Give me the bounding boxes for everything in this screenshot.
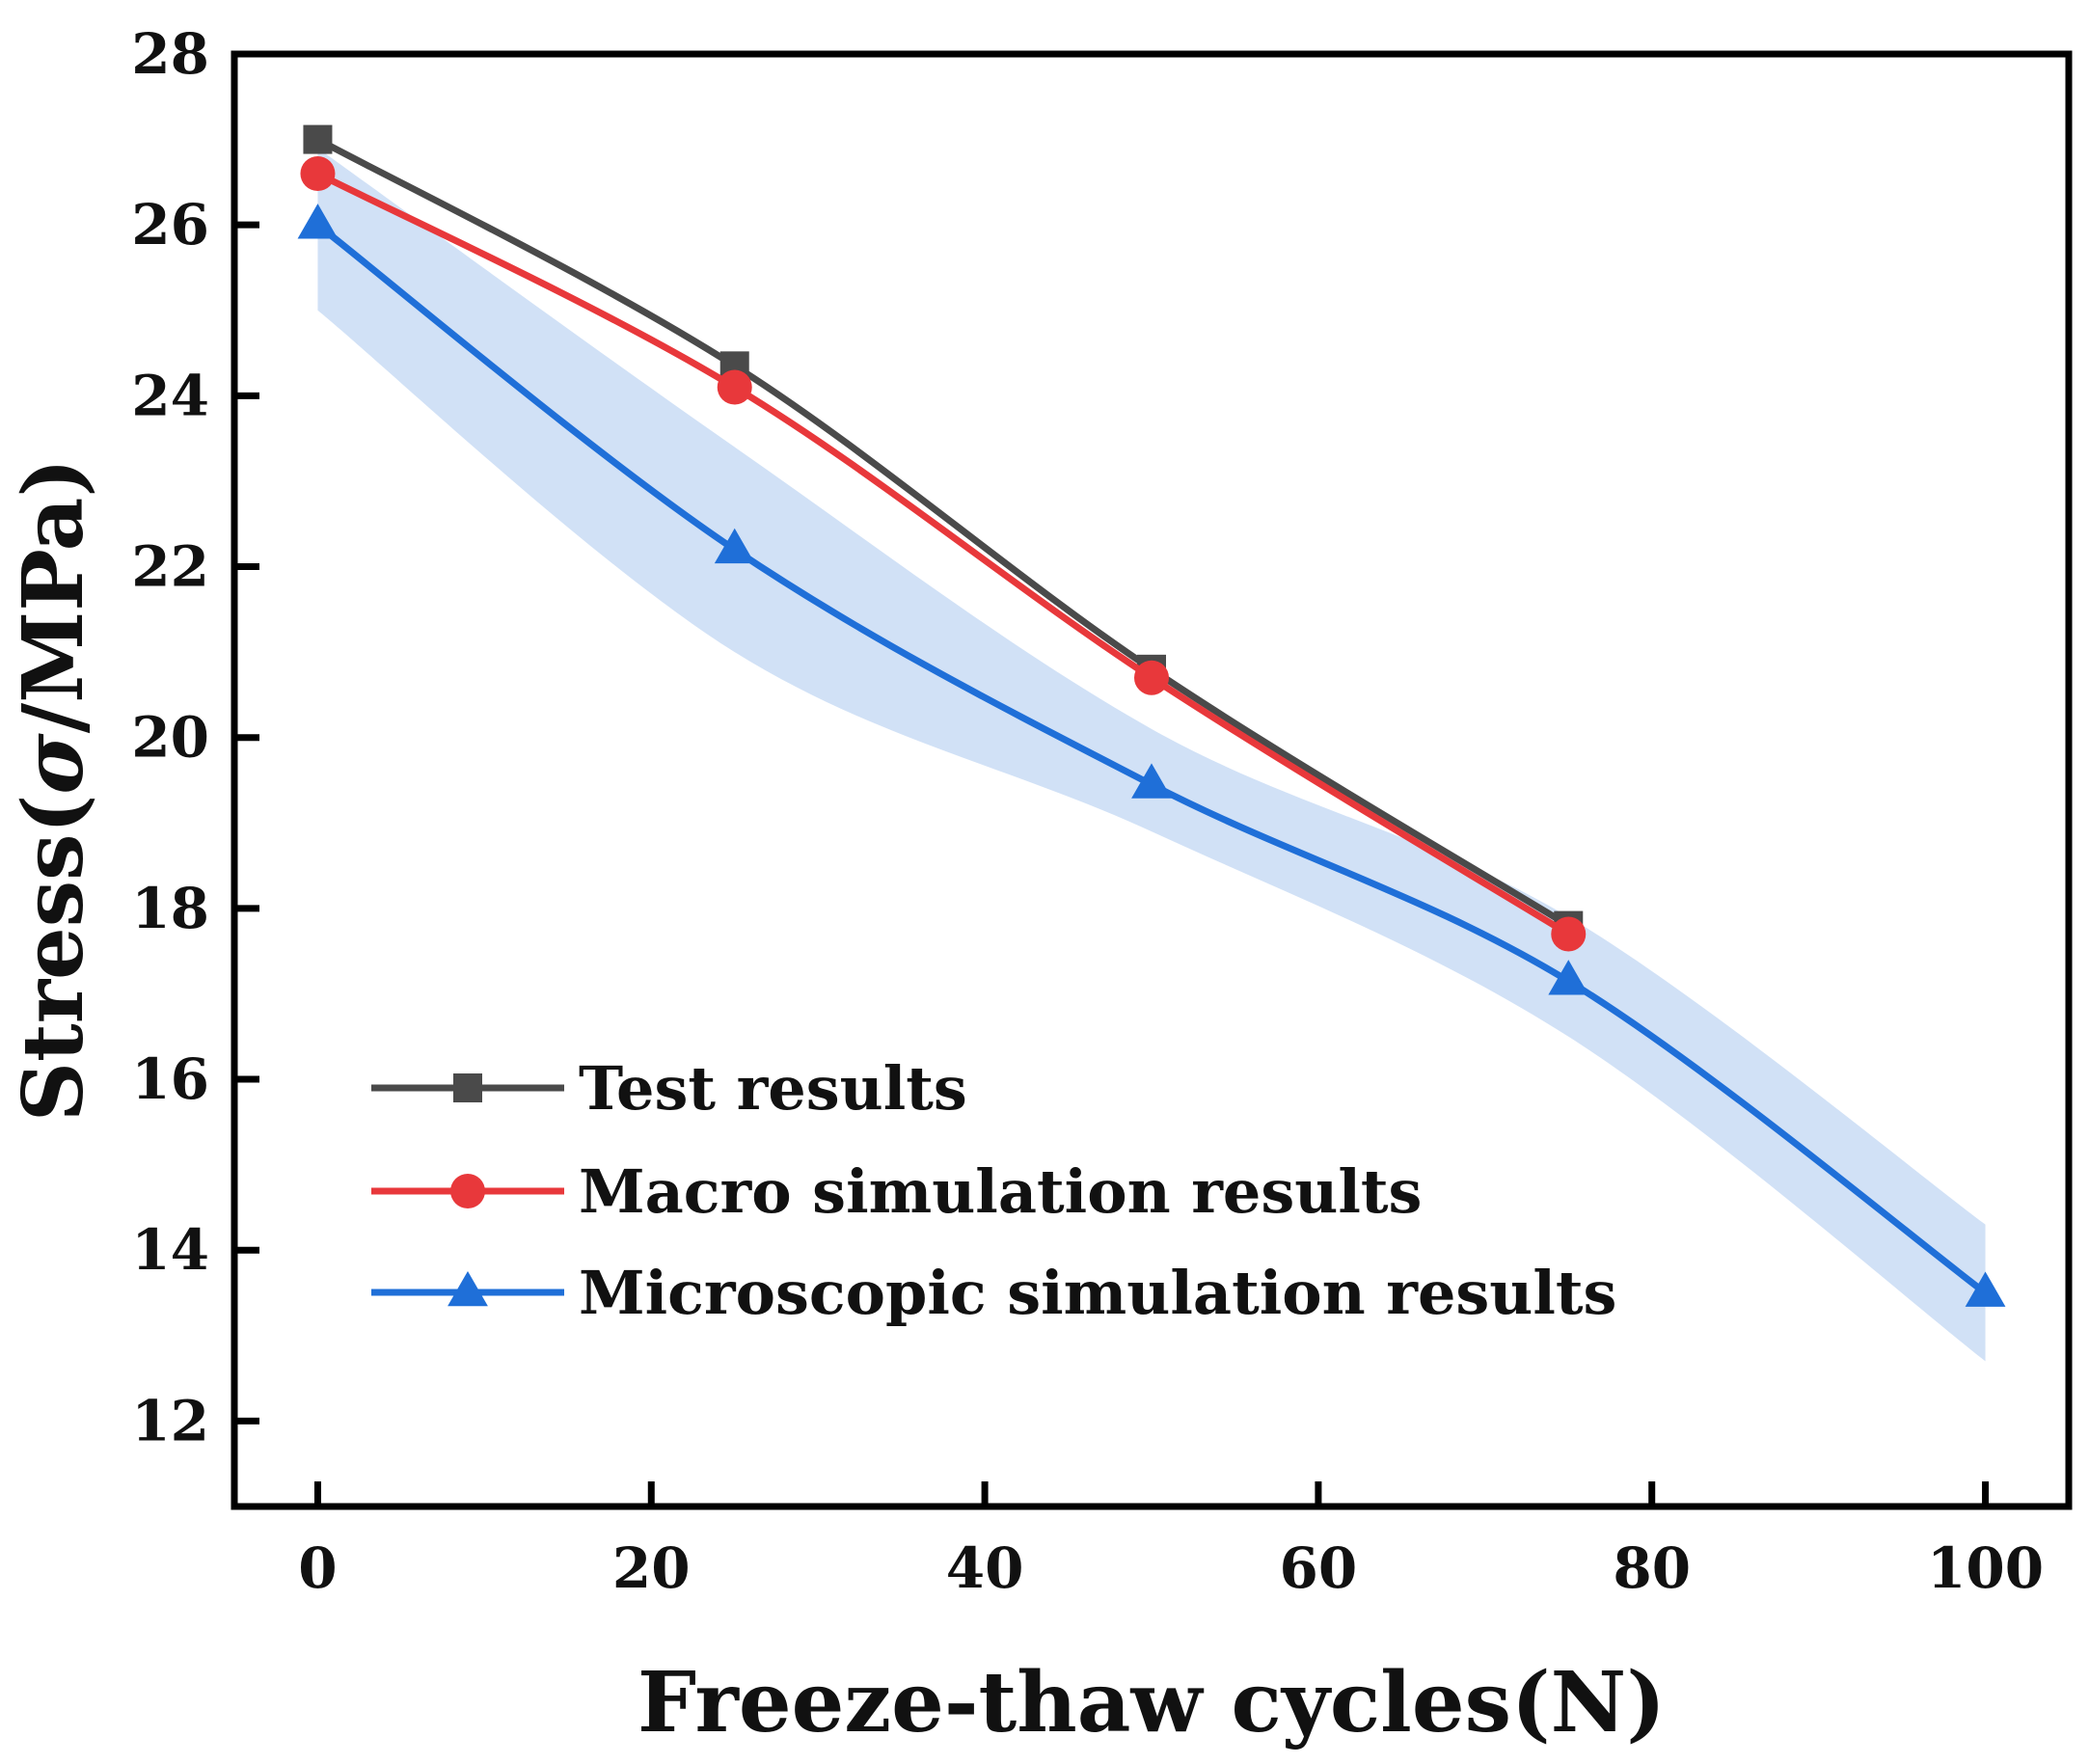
y-tick-label: 20: [131, 705, 209, 771]
y-tick-label: 26: [131, 192, 209, 258]
data-point: [297, 204, 339, 239]
x-tick-label: 20: [612, 1535, 691, 1601]
x-tick-label: 0: [298, 1535, 337, 1601]
y-tick-label: 22: [131, 534, 209, 600]
legend-item-1: Macro simulation results: [371, 1156, 1422, 1227]
series-2: [297, 204, 2006, 1307]
data-point: [714, 528, 755, 564]
plot-frame: [231, 50, 2073, 1510]
data-point: [1548, 960, 1589, 995]
series-line: [313, 170, 1572, 937]
data-point: [1134, 660, 1169, 695]
legend-label: Microscopic simulation results: [579, 1258, 1616, 1328]
y-tick-label: 24: [131, 363, 209, 428]
y-tick-label: 12: [131, 1388, 209, 1453]
x-tick-label: 40: [946, 1535, 1024, 1601]
data-point: [1551, 916, 1587, 952]
series-layer: [297, 124, 2006, 1307]
legend-marker: [450, 1174, 485, 1208]
data-point: [717, 369, 752, 405]
y-axis-title-suffix: /MPa): [5, 458, 102, 733]
x-tick-label: 80: [1613, 1535, 1691, 1601]
legend-marker: [448, 1271, 488, 1307]
y-axis-title: Stress(σ/MPa): [5, 458, 102, 1122]
x-axis-title: Freeze-thaw cycles(N): [638, 1654, 1666, 1751]
y-tick-label: 18: [131, 876, 209, 941]
legend-label: Macro simulation results: [579, 1156, 1422, 1227]
legend-item-2: Microscopic simulation results: [371, 1258, 1616, 1328]
series-line: [313, 136, 1572, 930]
x-tick-label: 100: [1927, 1535, 2044, 1601]
y-tick-label: 16: [131, 1046, 209, 1112]
tick-layer: 0 20 40 60 80 100 12 14 16 18 20 22 24 26 28: [131, 21, 2044, 1601]
y-tick-label: 14: [131, 1217, 209, 1283]
legend: Test results Macro simulation results Micr…: [371, 1053, 1616, 1328]
y-axis-title-prefix: Stress(: [5, 795, 102, 1122]
legend-label: Test results: [579, 1053, 967, 1124]
confidence-band-layer: [317, 148, 1986, 1362]
data-point: [1965, 1271, 2006, 1307]
y-axis-title-symbol: σ: [5, 733, 102, 795]
legend-item-0: Test results: [371, 1053, 967, 1124]
data-point: [300, 156, 336, 192]
data-point: [1131, 763, 1172, 799]
confidence-band: [317, 148, 1986, 1362]
y-tick-label: 28: [131, 21, 209, 87]
legend-marker: [453, 1073, 482, 1102]
x-tick-label: 60: [1280, 1535, 1358, 1601]
series-1: [300, 156, 1587, 952]
data-point: [303, 124, 333, 154]
